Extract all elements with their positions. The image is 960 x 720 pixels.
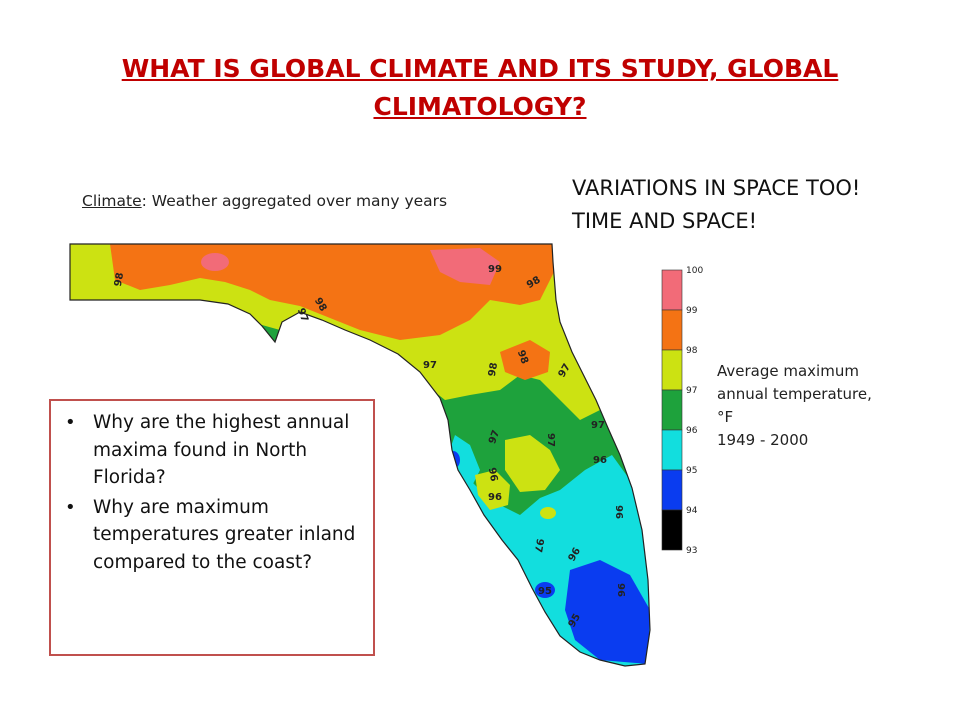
band-99-100 [430,248,500,285]
contour-label: 99 [488,264,502,275]
legend-line-3: °F [717,408,734,426]
contour-label: 97 [487,429,502,446]
band-97-98-south [475,470,510,510]
contour-label: 96 [617,583,628,597]
questions-list: • Why are the highest annual maxima found… [59,409,359,578]
contour-label: 97 [423,360,437,371]
legend-line-4: 1949 - 2000 [717,431,809,449]
legend-tick-label: 98 [686,346,698,356]
band-98-99-inland [500,340,550,380]
legend-bin-94-95 [661,469,683,511]
legend-tick-label: 94 [686,506,698,516]
contour-label: 95 [538,586,552,597]
legend-bin-99-100 [661,269,683,311]
legend-tick-label: 100 [686,266,703,276]
legend-bin-98-99 [661,309,683,351]
band-94-95-south [535,582,555,598]
headline-line-1: VARIATIONS IN SPACE TOO! [572,176,861,200]
contour-label: 98 [487,362,500,378]
contour-label: 97 [545,433,556,447]
legend-tick-label: 96 [686,426,698,436]
contour-label: 96 [486,467,499,483]
bullet-icon: • [65,412,76,433]
question-text: Why are the highest annual maxima found … [93,412,350,488]
variations-headline: VARIATIONS IN SPACE TOO! TIME AND SPACE! [572,172,860,238]
contour-label: 98 [113,272,126,288]
band-97-98-inland [505,435,560,492]
band-97-98-west [78,252,106,272]
band-94-95 [565,560,650,664]
legend-description: Average maximum annual temperature, °F 1… [717,360,872,452]
legend-bin-95-96 [661,429,683,471]
legend-tick-label: 99 [686,306,698,316]
bullet-icon: • [65,496,76,518]
slide-title: WHAT IS GLOBAL CLIMATE AND ITS STUDY, GL… [121,54,839,121]
legend-color-bar [661,269,683,551]
legend-line-2: annual temperature, [717,385,872,403]
headline-line-2: TIME AND SPACE! [572,209,758,233]
contour-label: 97 [295,307,310,324]
legend-bin-97-98 [661,349,683,391]
legend-line-1: Average maximum [717,362,859,380]
legend-bin-96-97 [661,389,683,431]
climate-term: Climate [82,192,142,210]
contour-label: 96 [615,505,626,519]
contour-label: 96 [593,455,607,466]
climate-definition-text: : Weather aggregated over many years [141,192,448,210]
florida-outline [69,243,651,667]
question-item: • Why are the highest annual maxima found… [59,409,359,492]
contour-label: 97 [591,420,605,431]
band-97-98-spot [540,507,556,519]
contour-label: 98 [515,349,530,366]
question-item: • Why are maximum temperatures greater in… [59,494,359,577]
questions-box: • Why are the highest annual maxima found… [49,399,375,656]
question-text: Why are maximum temperatures greater inl… [93,496,356,573]
contour-label: 97 [532,538,545,554]
climate-definition: Climate: Weather aggregated over many ye… [82,192,447,210]
legend-tick-label: 95 [686,466,697,476]
contour-label: 96 [488,492,502,503]
legend-tick-label: 93 [686,546,697,556]
legend-tick-label: 97 [686,386,697,396]
legend-bin-93-94 [661,509,683,551]
band-99-100-west [201,253,229,271]
